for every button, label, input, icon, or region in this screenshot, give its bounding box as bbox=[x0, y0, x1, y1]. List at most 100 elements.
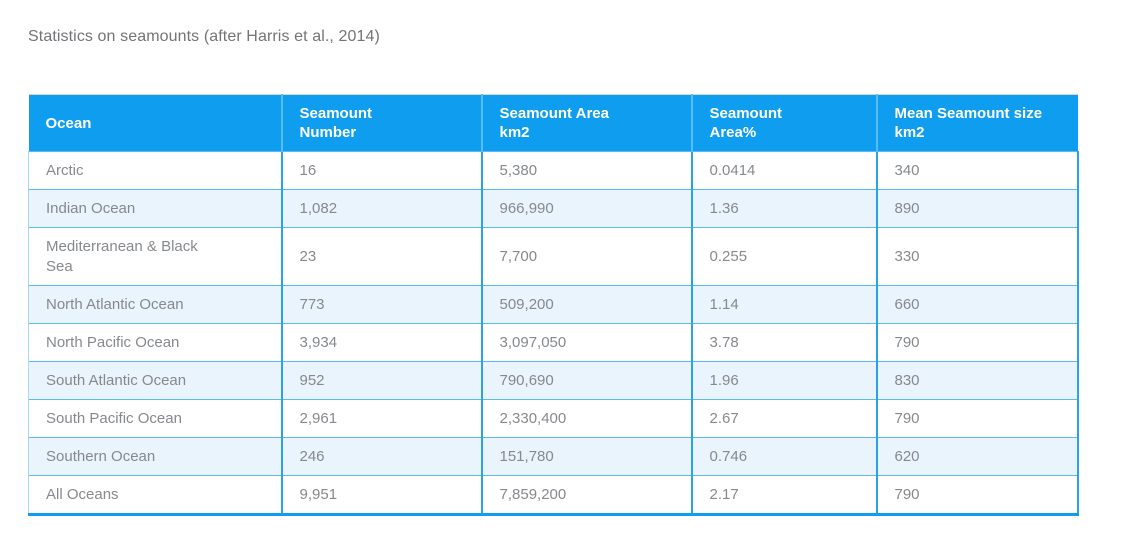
value-cell: 0.0414 bbox=[690, 151, 877, 190]
ocean-cell: All Oceans bbox=[28, 475, 282, 516]
cell-text: 5,380 bbox=[499, 162, 538, 179]
cell-text: North Pacific Ocean bbox=[46, 334, 180, 351]
value-cell: 1.14 bbox=[690, 285, 877, 324]
value-cell: 890 bbox=[875, 189, 1079, 228]
cell-text: 3,097,050 bbox=[499, 334, 567, 351]
cell-text: South Pacific Ocean bbox=[46, 410, 182, 427]
cell-text: 966,990 bbox=[499, 200, 554, 217]
value-cell: 3,097,050 bbox=[480, 323, 692, 362]
value-cell: 3.78 bbox=[690, 323, 877, 362]
value-cell: 1.96 bbox=[690, 361, 877, 400]
cell-text: 7,859,200 bbox=[499, 486, 567, 503]
table-row: Southern Ocean 246 151,780 0.746 620 bbox=[28, 437, 1079, 476]
ocean-cell: South Atlantic Ocean bbox=[28, 361, 282, 400]
cell-text: North Atlantic Ocean bbox=[46, 296, 184, 313]
header-label: Seamount Area% bbox=[709, 105, 783, 141]
ocean-cell: Southern Ocean bbox=[28, 437, 282, 476]
cell-text: 246 bbox=[299, 448, 325, 465]
value-cell: 660 bbox=[875, 285, 1079, 324]
value-cell: 2,961 bbox=[280, 399, 482, 438]
value-cell: 2,330,400 bbox=[480, 399, 692, 438]
page: Statistics on seamounts (after Harris et… bbox=[28, 28, 1079, 516]
table-row: Indian Ocean 1,082 966,990 1.36 890 bbox=[28, 189, 1079, 228]
cell-text: 1.14 bbox=[709, 296, 739, 313]
cell-text: 151,780 bbox=[499, 448, 554, 465]
page-title: Statistics on seamounts (after Harris et… bbox=[28, 28, 380, 45]
value-cell: 2.17 bbox=[690, 475, 877, 516]
value-cell: 830 bbox=[875, 361, 1079, 400]
cell-text: 660 bbox=[894, 296, 920, 313]
header-label: Seamount Area km2 bbox=[499, 105, 609, 141]
value-cell: 1.36 bbox=[690, 189, 877, 228]
cell-text: 952 bbox=[299, 372, 325, 389]
value-cell: 5,380 bbox=[480, 151, 692, 190]
value-cell: 7,700 bbox=[480, 227, 692, 286]
header-row: Ocean Seamount Number Seamount Area km2 Sea… bbox=[28, 94, 1078, 152]
table-body: Arctic 16 5,380 0.0414 340 Indian Ocean 1,082 9… bbox=[28, 151, 1079, 516]
cell-text: Indian Ocean bbox=[46, 200, 136, 217]
cell-text: 790 bbox=[894, 334, 920, 351]
value-cell: 3,934 bbox=[280, 323, 482, 362]
value-cell: 7,859,200 bbox=[480, 475, 692, 516]
header-label: Ocean bbox=[45, 114, 92, 132]
cell-text: 2.67 bbox=[709, 410, 739, 427]
cell-text: 790 bbox=[894, 486, 920, 503]
value-cell: 246 bbox=[280, 437, 482, 476]
cell-text: Mediterranean & Black Sea bbox=[46, 238, 198, 275]
table-row: Arctic 16 5,380 0.0414 340 bbox=[28, 151, 1079, 190]
cell-text: 1.96 bbox=[709, 372, 739, 389]
cell-text: Southern Ocean bbox=[46, 448, 156, 465]
value-cell: 330 bbox=[875, 227, 1079, 286]
value-cell: 620 bbox=[875, 437, 1079, 476]
cell-text: 773 bbox=[299, 296, 325, 313]
table-row: South Atlantic Ocean 952 790,690 1.96 830 bbox=[28, 361, 1079, 400]
table-header: Ocean Seamount Number Seamount Area km2 Sea… bbox=[28, 94, 1078, 152]
cell-text: 16 bbox=[299, 162, 317, 179]
value-cell: 790 bbox=[875, 323, 1079, 362]
table-row: North Atlantic Ocean 773 509,200 1.14 660 bbox=[28, 285, 1079, 324]
header-cell-seamount-number: Seamount Number bbox=[280, 94, 482, 152]
ocean-cell: Arctic bbox=[28, 151, 282, 190]
cell-text: 2.17 bbox=[709, 486, 739, 503]
value-cell: 509,200 bbox=[480, 285, 692, 324]
cell-text: 890 bbox=[894, 200, 920, 217]
cell-text: 1.36 bbox=[709, 200, 739, 217]
header-label: Mean Seamount size km2 bbox=[894, 105, 1043, 141]
value-cell: 23 bbox=[280, 227, 482, 286]
table-row: North Pacific Ocean 3,934 3,097,050 3.78 790 bbox=[28, 323, 1079, 362]
value-cell: 151,780 bbox=[480, 437, 692, 476]
value-cell: 1,082 bbox=[280, 189, 482, 228]
value-cell: 9,951 bbox=[280, 475, 482, 516]
cell-text: South Atlantic Ocean bbox=[46, 372, 187, 389]
value-cell: 790 bbox=[875, 475, 1079, 516]
value-cell: 790,690 bbox=[480, 361, 692, 400]
value-cell: 773 bbox=[280, 285, 482, 324]
value-cell: 0.746 bbox=[690, 437, 877, 476]
cell-text: 330 bbox=[894, 248, 920, 265]
cell-text: 2,330,400 bbox=[499, 410, 567, 427]
ocean-cell: North Atlantic Ocean bbox=[28, 285, 282, 324]
seamounts-table: Ocean Seamount Number Seamount Area km2 Sea… bbox=[28, 94, 1079, 516]
cell-text: 3,934 bbox=[299, 334, 338, 351]
cell-text: 340 bbox=[894, 162, 920, 179]
ocean-cell: Indian Ocean bbox=[28, 189, 282, 228]
value-cell: 966,990 bbox=[480, 189, 692, 228]
cell-text: 509,200 bbox=[499, 296, 554, 313]
ocean-cell: South Pacific Ocean bbox=[28, 399, 282, 438]
ocean-cell: Mediterranean & Black Sea bbox=[28, 227, 282, 286]
cell-text: 0.255 bbox=[709, 248, 748, 265]
table-row: South Pacific Ocean 2,961 2,330,400 2.67 790 bbox=[28, 399, 1079, 438]
cell-text: 7,700 bbox=[499, 248, 538, 265]
cell-text: 790,690 bbox=[499, 372, 554, 389]
header-cell-mean-seamount-size-km2: Mean Seamount size km2 bbox=[875, 94, 1078, 152]
value-cell: 2.67 bbox=[690, 399, 877, 438]
header-cell-seamount-area: Seamount Area% bbox=[690, 94, 877, 152]
cell-text: 1,082 bbox=[299, 200, 338, 217]
cell-text: 0.0414 bbox=[709, 162, 756, 179]
cell-text: 9,951 bbox=[299, 486, 338, 503]
cell-text: 790 bbox=[894, 410, 920, 427]
value-cell: 790 bbox=[875, 399, 1079, 438]
cell-text: 620 bbox=[894, 448, 920, 465]
value-cell: 0.255 bbox=[690, 227, 877, 286]
cell-text: 2,961 bbox=[299, 410, 338, 427]
